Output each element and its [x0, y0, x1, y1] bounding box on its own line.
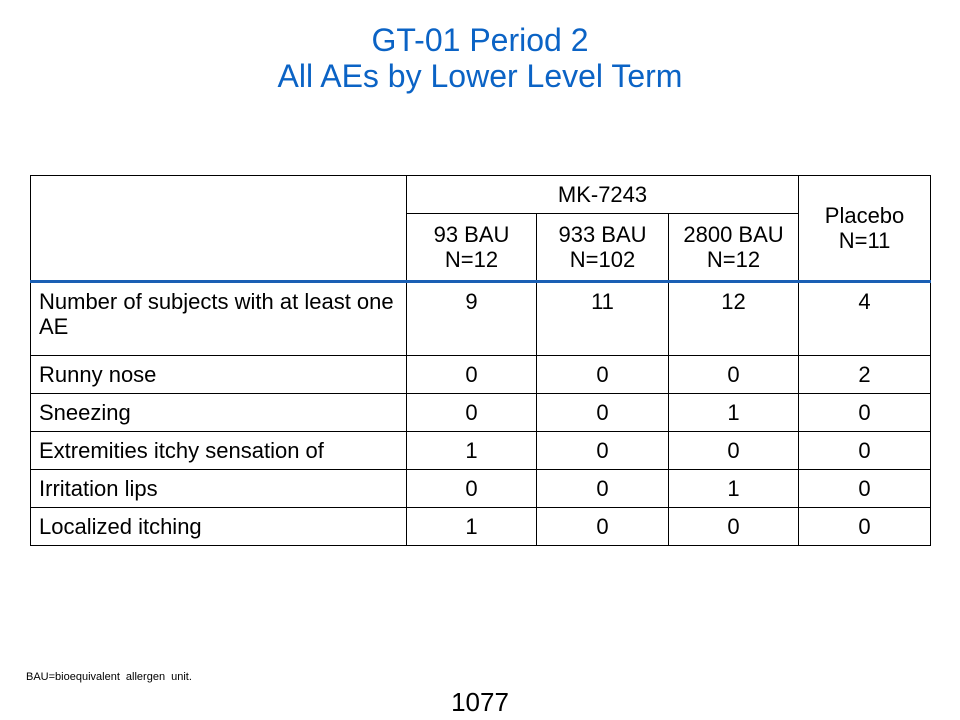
- row-value: 0: [536, 355, 669, 394]
- row-term: Extremities itchy sensation of: [30, 431, 407, 470]
- dose-label: 933 BAU: [558, 222, 647, 247]
- placebo-label: Placebo: [824, 203, 905, 228]
- adverse-events-table: MK-7243 Placebo N=11 93 BAU N=12 933 BAU…: [30, 175, 932, 546]
- header-dose-2800: 2800 BAU N=12: [667, 213, 800, 283]
- table-row: Irritation lips 0 0 1 0: [30, 469, 932, 508]
- row-value: 0: [798, 469, 932, 508]
- row-term: Irritation lips: [30, 469, 407, 508]
- row-value: 0: [536, 393, 669, 432]
- dose-n: N=12: [444, 247, 499, 272]
- row-value: 0: [536, 431, 669, 470]
- slide-title: GT-01 Period 2 All AEs by Lower Level Te…: [0, 22, 960, 94]
- table-row: Number of subjects with at least one AE …: [30, 281, 932, 356]
- row-value: 1: [667, 469, 800, 508]
- row-value: 0: [406, 355, 537, 394]
- row-value: 0: [536, 507, 669, 546]
- row-term: Localized itching: [30, 507, 407, 546]
- dose-label: 93 BAU: [433, 222, 510, 247]
- row-value: 12: [667, 281, 800, 356]
- dose-n: N=102: [569, 247, 636, 272]
- row-value: 0: [536, 469, 669, 508]
- title-line-2: All AEs by Lower Level Term: [277, 58, 683, 94]
- header-row-doses: 93 BAU N=12 933 BAU N=102 2800 BAU N=12: [31, 213, 931, 283]
- dose-label: 2800 BAU: [683, 222, 784, 247]
- row-value: 0: [406, 393, 537, 432]
- row-value: 1: [406, 507, 537, 546]
- row-value: 1: [667, 393, 800, 432]
- header-placebo: Placebo N=11: [798, 175, 932, 283]
- row-value: 0: [667, 355, 800, 394]
- placebo-n: N=11: [838, 228, 891, 253]
- table-row: Sneezing 0 0 1 0: [30, 393, 932, 432]
- header-corner-cell: [30, 175, 407, 283]
- title-line-1: GT-01 Period 2: [371, 22, 589, 58]
- header-dose-933: 933 BAU N=102: [536, 213, 669, 283]
- row-value: 0: [798, 393, 932, 432]
- dose-n: N=12: [706, 247, 761, 272]
- table-row: Localized itching 1 0 0 0: [30, 507, 932, 546]
- row-term: Sneezing: [30, 393, 407, 432]
- row-value: 2: [798, 355, 932, 394]
- row-term: Runny nose: [30, 355, 407, 394]
- row-value: 0: [798, 507, 932, 546]
- row-value: 1: [406, 431, 537, 470]
- header-dose-93: 93 BAU N=12: [406, 213, 537, 283]
- page-number: 1077: [451, 687, 509, 717]
- row-value: 0: [667, 431, 800, 470]
- group-header-mk7243: MK-7243: [405, 175, 800, 214]
- row-value: 11: [536, 281, 669, 356]
- row-term: Number of subjects with at least one AE: [30, 281, 407, 356]
- row-value: 0: [798, 431, 932, 470]
- table-row: Runny nose 0 0 0 2: [30, 355, 932, 394]
- footnote: BAU=bioequivalent allergen unit.: [26, 671, 192, 683]
- row-value: 9: [406, 281, 537, 356]
- header-row-group: MK-7243 Placebo N=11: [30, 175, 932, 283]
- row-value: 4: [798, 281, 932, 356]
- table-row: Extremities itchy sensation of 1 0 0 0: [30, 431, 932, 470]
- row-value: 0: [667, 507, 800, 546]
- row-value: 0: [406, 469, 537, 508]
